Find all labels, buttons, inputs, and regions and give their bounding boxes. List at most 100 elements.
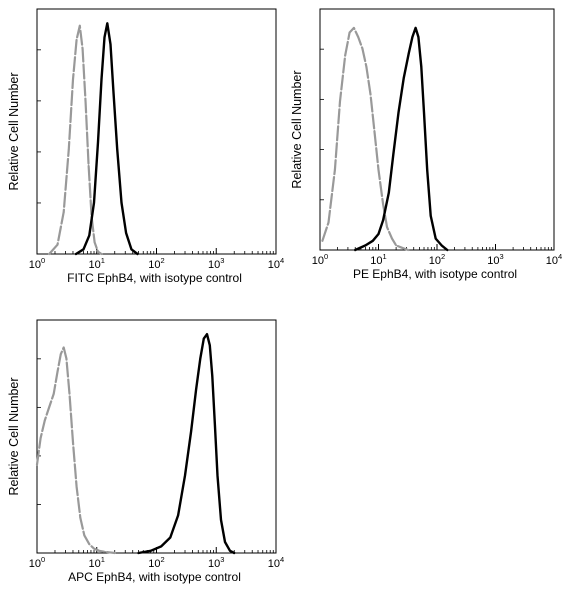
- isotype-control-histogram: [35, 346, 116, 555]
- ephb4-point: [411, 36, 414, 38]
- x-tick-label: 102: [148, 256, 164, 271]
- ephb4-histogram: [137, 333, 236, 555]
- ephb4-point: [125, 232, 127, 234]
- ephb4-point: [184, 474, 186, 477]
- ephb4-point: [206, 333, 208, 336]
- x-tick-label: 102: [429, 252, 445, 267]
- x-axis-title: FITC EphB4, with isotype control: [67, 271, 242, 285]
- y-axis-title: Relative Cell Number: [7, 72, 21, 190]
- ephb4-point: [169, 536, 172, 539]
- x-tick-label: 101: [370, 252, 386, 267]
- y-axis-title: Relative Cell Number: [7, 377, 21, 495]
- x-tick-label: 100: [29, 555, 45, 570]
- ephb4-point: [97, 141, 99, 144]
- ephb4-point: [377, 233, 380, 235]
- isotype-control-point: [98, 549, 101, 552]
- ephb4-point: [82, 248, 85, 251]
- ephb4-point: [364, 244, 367, 247]
- ephb4-histogram: [354, 26, 449, 252]
- ephb4-point: [120, 201, 123, 204]
- isotype-control-point: [327, 221, 330, 224]
- plot-frame: [319, 8, 555, 251]
- ephb4-point: [397, 111, 400, 114]
- isotype-control-point: [56, 243, 59, 246]
- ephb4-point: [402, 77, 405, 80]
- x-tick-label: 101: [89, 256, 105, 271]
- isotype-control-point: [87, 164, 90, 167]
- isotype-control-point: [75, 38, 78, 41]
- ephb4-point: [116, 148, 119, 151]
- isotype-control-point: [75, 485, 78, 488]
- ephb4-point: [103, 36, 106, 39]
- isotype-control-point: [321, 239, 324, 242]
- ephb4-point: [106, 22, 109, 25]
- x-axis-title: PE EphB4, with isotype control: [353, 267, 517, 281]
- isotype-control-histogram: [48, 24, 103, 256]
- isotype-control-point: [83, 534, 86, 537]
- isotype-control-point: [72, 78, 74, 81]
- isotype-control-point: [377, 169, 380, 171]
- isotype-control-point: [81, 48, 84, 50]
- x-tick-label: 104: [546, 252, 562, 267]
- ephb4-point: [420, 65, 423, 68]
- isotype-control-point: [39, 437, 42, 439]
- isotype-control-point: [357, 36, 360, 38]
- y-axis-title: Relative Cell Number: [290, 70, 304, 188]
- isotype-control-point: [339, 100, 341, 103]
- ephb4-point: [75, 253, 77, 255]
- ephb4-point: [195, 388, 198, 391]
- isotype-control-point: [59, 353, 62, 355]
- ephb4-point: [199, 357, 202, 360]
- histogram-panel-fitc: 100 101 102 103 104 FITC EphB4, with isotype …: [7, 8, 284, 285]
- isotype-control-point: [395, 244, 397, 247]
- ephb4-point: [202, 337, 205, 340]
- histogram-panel-pe: 100 101 102 103 104 PE EphB4, with isotype co…: [290, 8, 562, 281]
- x-tick-label: 100: [29, 256, 45, 271]
- isotype-control-point: [391, 237, 393, 240]
- x-tick-label: 102: [148, 555, 164, 570]
- ephb4-point: [211, 375, 214, 378]
- isotype-control-point: [48, 253, 51, 255]
- isotype-control-point: [382, 203, 384, 206]
- isotype-control-point: [62, 211, 65, 214]
- ephb4-point: [214, 423, 216, 426]
- isotype-control-point: [386, 226, 388, 229]
- ephb4-point: [137, 552, 140, 554]
- isotype-control-point: [373, 130, 376, 132]
- isotype-control-point: [62, 346, 65, 349]
- isotype-control-point: [88, 543, 91, 546]
- ephb4-point: [446, 249, 449, 251]
- isotype-control-point: [344, 54, 347, 57]
- ephb4-point: [93, 201, 95, 204]
- ephb4-point: [88, 234, 91, 237]
- ephb4-point: [426, 169, 429, 171]
- isotype-control-point: [65, 357, 68, 360]
- isotype-control-point: [72, 441, 74, 444]
- isotype-control-point: [68, 393, 71, 395]
- ephb4-point: [100, 78, 103, 81]
- isotype-control-point: [361, 47, 364, 50]
- isotype-control-point: [93, 547, 95, 550]
- x-axis-title: APC EphB4, with isotype control: [68, 570, 241, 584]
- plot-frame: [36, 8, 277, 255]
- x-tick-label: 104: [268, 555, 284, 570]
- isotype-control-point: [56, 370, 59, 373]
- isotype-control-point: [97, 250, 99, 253]
- isotype-control-point: [100, 253, 103, 255]
- isotype-control-point: [52, 393, 55, 395]
- isotype-control-point: [365, 65, 368, 68]
- ephb4-point: [414, 27, 417, 29]
- ephb4-point: [233, 552, 236, 554]
- ephb4-point: [208, 344, 211, 347]
- x-tick-label: 104: [268, 256, 284, 271]
- ephb4-point: [130, 248, 133, 251]
- ephb4-point: [440, 244, 443, 247]
- ephb4-point: [392, 152, 395, 155]
- isotype-control-point: [84, 101, 87, 104]
- isotype-control-point: [78, 24, 81, 27]
- ephb4-point: [417, 36, 420, 38]
- isotype-control-point: [348, 31, 351, 34]
- x-tick-label: 100: [312, 252, 328, 267]
- x-tick-label: 101: [89, 555, 105, 570]
- ephb4-point: [190, 430, 193, 433]
